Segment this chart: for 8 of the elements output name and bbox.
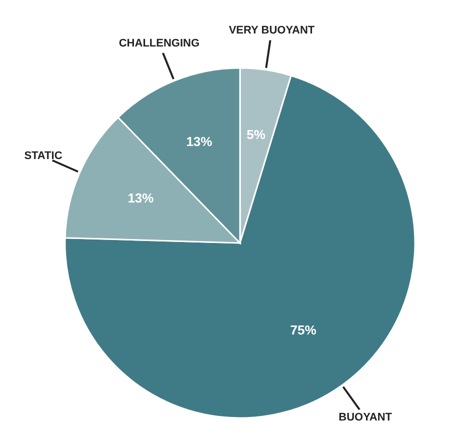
slice-label: BUOYANT — [338, 412, 392, 424]
data-label: 75% — [290, 322, 317, 338]
slice-label: STATIC — [24, 150, 62, 162]
data-label: 13% — [186, 134, 213, 149]
data-label: 5% — [246, 127, 266, 142]
slice-label: CHALLENGING — [118, 38, 200, 50]
data-label: 13% — [128, 190, 154, 206]
slice-label: VERY BUOYANT — [228, 24, 315, 36]
